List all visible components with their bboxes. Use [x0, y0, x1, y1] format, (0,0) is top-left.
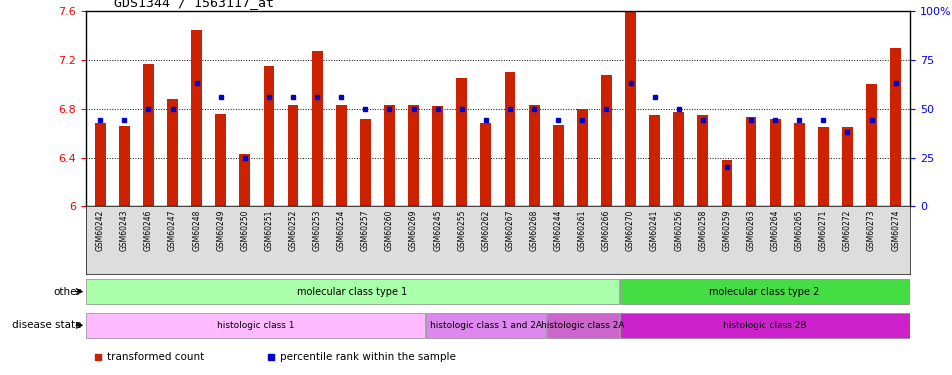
Bar — [576, 109, 587, 206]
Text: GSM60269: GSM60269 — [408, 210, 418, 251]
Bar — [432, 106, 443, 206]
Bar — [167, 99, 178, 206]
Text: GSM60244: GSM60244 — [553, 210, 562, 251]
Bar — [744, 117, 756, 206]
Text: GSM60250: GSM60250 — [240, 210, 249, 251]
Bar — [504, 72, 515, 206]
Text: GSM60242: GSM60242 — [95, 210, 105, 251]
Bar — [842, 127, 852, 206]
Bar — [360, 118, 370, 206]
Bar — [546, 313, 618, 338]
Text: GSM60263: GSM60263 — [745, 210, 755, 251]
Bar — [215, 114, 226, 206]
Text: GSM60247: GSM60247 — [168, 210, 177, 251]
Text: GSM60262: GSM60262 — [481, 210, 490, 251]
Text: histologic class 2A: histologic class 2A — [541, 321, 624, 330]
Bar — [673, 112, 684, 206]
Text: GSM60267: GSM60267 — [505, 210, 514, 251]
Text: GSM60252: GSM60252 — [288, 210, 297, 251]
Bar — [407, 105, 419, 206]
Bar — [480, 123, 491, 206]
Text: GSM60249: GSM60249 — [216, 210, 225, 251]
Bar — [87, 279, 618, 304]
Bar — [311, 51, 322, 206]
Text: GSM60254: GSM60254 — [336, 210, 346, 251]
Text: GSM60255: GSM60255 — [457, 210, 466, 251]
Text: GSM60271: GSM60271 — [818, 210, 827, 251]
Bar — [191, 30, 202, 206]
Bar — [288, 105, 298, 206]
Text: GSM60260: GSM60260 — [385, 210, 393, 251]
Bar — [619, 313, 908, 338]
Bar — [648, 115, 660, 206]
Text: GSM60243: GSM60243 — [120, 210, 129, 251]
Text: GSM60259: GSM60259 — [722, 210, 730, 251]
Text: percentile rank within the sample: percentile rank within the sample — [280, 352, 456, 362]
Text: histologic class 2B: histologic class 2B — [723, 321, 805, 330]
Text: GSM60256: GSM60256 — [673, 210, 683, 251]
Bar — [601, 75, 611, 206]
Bar — [528, 105, 539, 206]
Bar — [697, 115, 707, 206]
Text: GSM60270: GSM60270 — [625, 210, 634, 251]
Bar — [793, 123, 803, 206]
Bar — [426, 313, 545, 338]
Text: GSM60257: GSM60257 — [361, 210, 369, 251]
Bar — [552, 124, 563, 206]
Text: GSM60266: GSM60266 — [602, 210, 610, 251]
Text: GSM60272: GSM60272 — [843, 210, 851, 251]
Text: disease state: disease state — [11, 320, 81, 330]
Bar — [239, 154, 250, 206]
Text: GSM60241: GSM60241 — [649, 210, 659, 251]
Bar — [143, 64, 153, 206]
Bar — [119, 126, 129, 206]
Text: molecular class type 1: molecular class type 1 — [297, 286, 407, 297]
Text: GSM60245: GSM60245 — [433, 210, 442, 251]
Bar — [619, 279, 908, 304]
Bar — [889, 48, 901, 206]
Text: GSM60248: GSM60248 — [192, 210, 201, 251]
Bar — [769, 118, 780, 206]
Text: GSM60251: GSM60251 — [265, 210, 273, 251]
Text: GSM60258: GSM60258 — [698, 210, 706, 251]
Text: transformed count: transformed count — [107, 352, 205, 362]
Bar — [625, 12, 635, 206]
Text: histologic class 1: histologic class 1 — [216, 321, 294, 330]
Bar — [384, 105, 394, 206]
Text: GSM60261: GSM60261 — [577, 210, 586, 251]
Bar — [335, 105, 347, 206]
Text: GSM60246: GSM60246 — [144, 210, 152, 251]
Text: GSM60268: GSM60268 — [529, 210, 538, 251]
Bar — [87, 313, 425, 338]
Text: GSM60264: GSM60264 — [770, 210, 779, 251]
Text: other: other — [53, 286, 81, 297]
Text: molecular class type 2: molecular class type 2 — [708, 286, 819, 297]
Bar — [865, 84, 876, 206]
Text: GDS1344 / 1563117_at: GDS1344 / 1563117_at — [114, 0, 274, 9]
Bar — [456, 78, 466, 206]
Text: GSM60274: GSM60274 — [890, 210, 900, 251]
Text: histologic class 1 and 2A: histologic class 1 and 2A — [429, 321, 542, 330]
Bar — [721, 160, 731, 206]
Text: GSM60273: GSM60273 — [866, 210, 875, 251]
Text: GSM60265: GSM60265 — [794, 210, 803, 251]
Bar — [264, 66, 274, 206]
Bar — [94, 123, 106, 206]
Bar — [817, 127, 828, 206]
Text: GSM60253: GSM60253 — [312, 210, 322, 251]
